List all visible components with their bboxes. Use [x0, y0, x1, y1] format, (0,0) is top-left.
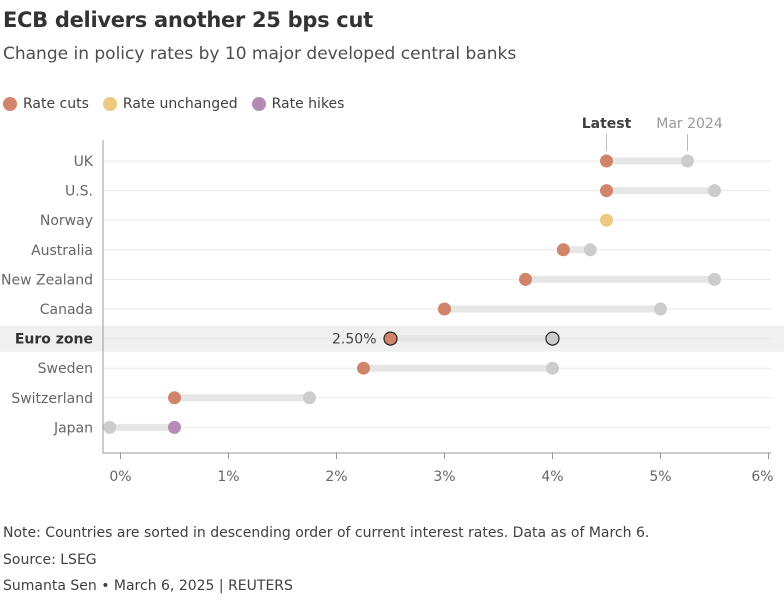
legend-dot-rate-cuts	[3, 97, 17, 111]
x-tick-label: 2%	[325, 469, 347, 485]
legend-item-rate-unchanged: Rate unchanged	[102, 96, 238, 112]
country-label: Switzerland	[11, 391, 93, 407]
country-label: UK	[74, 154, 94, 170]
country-label: Euro zone	[15, 332, 93, 348]
legend-label-rate-hikes: Rate hikes	[271, 96, 345, 112]
x-tick-label: 0%	[109, 469, 131, 485]
column-label-previous: Mar 2024	[656, 116, 723, 132]
country-label: Japan	[53, 420, 93, 436]
chart-title: ECB delivers another 25 bps cut	[3, 8, 373, 32]
x-tick-label: 5%	[649, 469, 671, 485]
latest-rate-dot	[438, 302, 451, 316]
previous-rate-dot	[545, 331, 560, 346]
previous-rate-dot	[103, 420, 117, 434]
footnote: Note: Countries are sorted in descending…	[3, 525, 650, 541]
latest-rate-dot	[556, 243, 570, 257]
country-label: Australia	[31, 243, 93, 259]
previous-rate-dot	[708, 184, 721, 198]
latest-rate-dot	[357, 361, 370, 375]
previous-rate-dot	[708, 272, 721, 286]
chart-subtitle: Change in policy rates by 10 major devel…	[3, 44, 517, 64]
country-label: Norway	[40, 213, 93, 229]
legend-label-rate-unchanged: Rate unchanged	[122, 96, 238, 112]
country-label: U.S.	[65, 184, 93, 200]
legend-dot-rate-unchanged	[102, 97, 117, 111]
previous-rate-dot	[654, 302, 667, 316]
country-label: New Zealand	[1, 272, 93, 288]
latest-rate-dot	[168, 391, 181, 405]
previous-rate-dot	[303, 391, 316, 405]
latest-rate-dot	[600, 213, 613, 227]
legend-label-rate-cuts: Rate cuts	[23, 96, 89, 112]
previous-rate-dot	[546, 361, 559, 375]
x-tick-label: 3%	[433, 469, 455, 485]
source-line: Source: LSEG	[3, 552, 97, 568]
dumbbell-chart: Latest Mar 2024 UK U.S. Norway Australia New Z…	[0, 116, 784, 485]
x-tick-label: 4%	[541, 469, 563, 485]
credit-line: Sumanta Sen • March 6, 2025 | REUTERS	[3, 578, 293, 594]
latest-rate-dot	[383, 331, 398, 346]
column-label-latest: Latest	[582, 116, 632, 132]
legend-item-rate-hikes: Rate hikes	[251, 96, 345, 112]
country-label: Sweden	[38, 361, 93, 377]
legend: Rate cuts Rate unchanged Rate hikes	[3, 96, 344, 112]
country-label: Canada	[40, 302, 93, 318]
legend-item-rate-cuts: Rate cuts	[3, 96, 89, 112]
latest-rate-dot	[600, 184, 613, 198]
highlight-value-label: 2.50%	[332, 332, 376, 348]
x-tick-label: 1%	[217, 469, 239, 485]
legend-dot-rate-hikes	[251, 97, 266, 111]
previous-rate-dot	[681, 154, 694, 168]
latest-rate-dot	[168, 420, 181, 434]
latest-rate-dot	[519, 272, 532, 286]
previous-rate-dot	[583, 243, 597, 257]
x-tick-label: 6%	[751, 469, 773, 485]
latest-rate-dot	[600, 154, 613, 168]
